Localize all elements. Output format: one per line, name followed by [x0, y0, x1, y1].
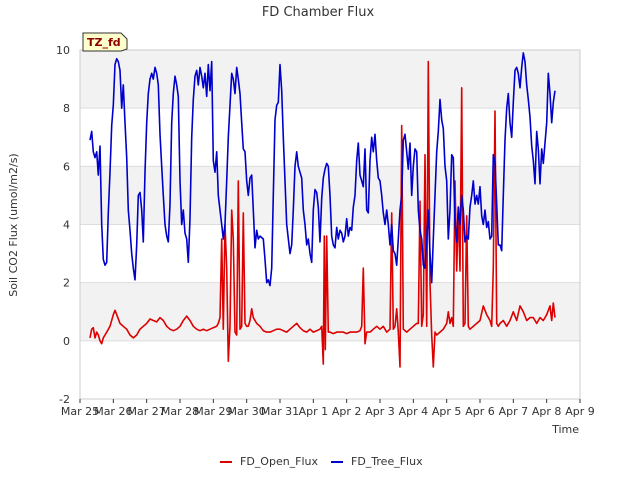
y-tick-label: 10 — [56, 44, 70, 57]
x-tick-label: Mar 28 — [161, 405, 199, 418]
y-axis-ticks: -2 0 2 4 6 8 10 — [56, 44, 70, 406]
band — [80, 50, 580, 109]
series-line-fd-open-flux — [89, 60, 556, 368]
y-tick-label: 0 — [63, 335, 70, 348]
tz-tag: TZ_fd — [82, 32, 128, 52]
series-layer — [89, 52, 556, 368]
y-tick-label: 6 — [63, 160, 70, 173]
x-tick-label: Mar 30 — [228, 405, 266, 418]
x-tick-label: Apr 6 — [465, 405, 495, 418]
legend-label: FD_Open_Flux — [240, 455, 319, 468]
legend-label: FD_Tree_Flux — [351, 455, 423, 468]
x-tick-label: Mar 25 — [61, 405, 99, 418]
y-axis-label: Soil CO2 Flux (umol/m2/s) — [7, 153, 20, 296]
x-tick-label: Apr 1 — [299, 405, 329, 418]
x-tick-label: Apr 7 — [499, 405, 529, 418]
x-tick-label: Mar 31 — [261, 405, 299, 418]
tz-tag-label: TZ_fd — [87, 36, 121, 49]
x-tick-label: Apr 9 — [565, 405, 595, 418]
y-tick-label: 2 — [63, 277, 70, 290]
x-tick-label: Apr 4 — [399, 405, 429, 418]
x-tick-label: Apr 5 — [432, 405, 462, 418]
chart-title: FD Chamber Flux — [262, 5, 375, 20]
x-tick-label: Mar 26 — [94, 405, 132, 418]
x-tick-label: Mar 29 — [194, 405, 232, 418]
y-tick-label: -2 — [59, 393, 70, 406]
x-tick-label: Apr 8 — [532, 405, 562, 418]
x-tick-label: Mar 27 — [128, 405, 166, 418]
x-tick-label: Apr 3 — [365, 405, 395, 418]
x-tick-label: Apr 2 — [332, 405, 362, 418]
y-tick-label: 4 — [63, 219, 70, 232]
plot-frame — [79, 49, 581, 400]
y-tick-label: 8 — [63, 102, 70, 115]
legend: FD_Open_Flux FD_Tree_Flux — [220, 455, 423, 468]
x-axis-label: Time — [551, 423, 579, 436]
series-line-fd-tree-flux — [89, 52, 556, 287]
